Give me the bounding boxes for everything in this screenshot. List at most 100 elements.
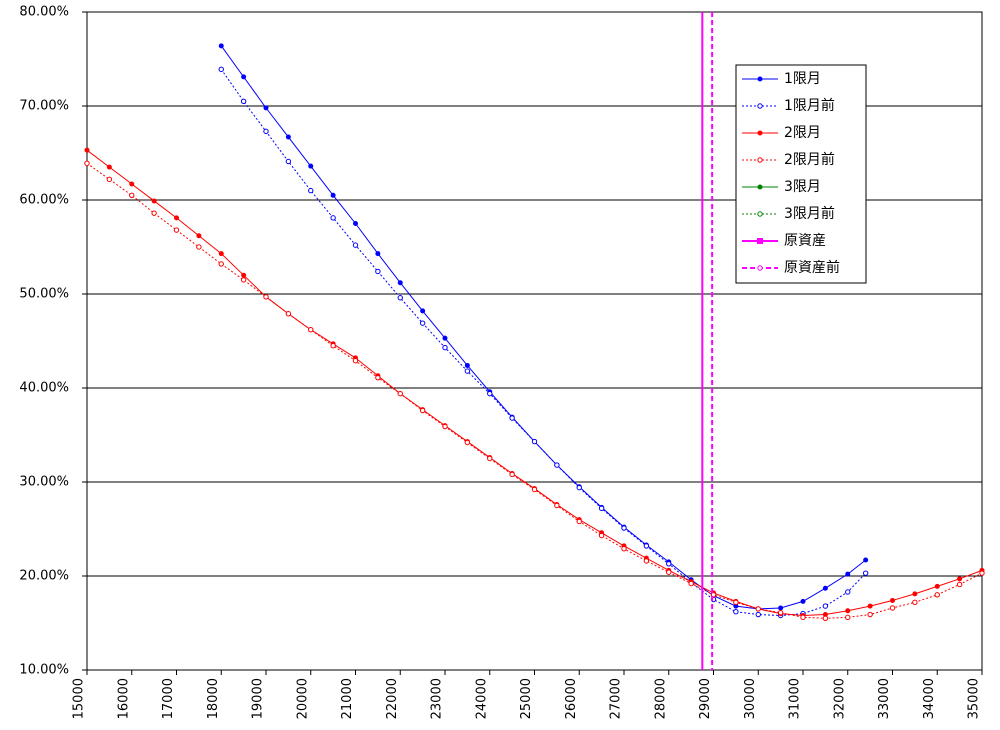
marker (845, 571, 851, 577)
x-tick-label: 31000 (788, 678, 803, 719)
marker (800, 614, 806, 621)
marker (822, 615, 829, 621)
marker (487, 455, 493, 462)
y-tick-label: 30.00% (19, 475, 69, 490)
x-tick-label: 18000 (206, 678, 221, 719)
x-tick-label: 25000 (519, 678, 534, 719)
legend-label: 2限月前 (784, 151, 835, 168)
marker (84, 147, 90, 153)
marker (957, 576, 963, 582)
marker (330, 343, 336, 349)
marker (419, 320, 426, 326)
series-line (220, 45, 866, 610)
marker (151, 198, 157, 204)
marker (912, 599, 918, 606)
marker (598, 532, 605, 539)
marker (778, 605, 784, 611)
x-tick-label: 21000 (340, 678, 355, 719)
marker (598, 505, 605, 512)
marker (757, 238, 763, 244)
marker (353, 221, 358, 226)
marker (643, 558, 650, 564)
marker (710, 592, 717, 598)
y-tick-label: 40.00% (19, 381, 69, 396)
marker (442, 423, 448, 430)
marker (308, 187, 314, 194)
marker (912, 591, 918, 597)
marker (956, 581, 963, 588)
marker (863, 557, 869, 563)
marker (419, 407, 426, 414)
marker (757, 211, 763, 217)
marker (531, 438, 538, 445)
x-tick-label: 34000 (922, 678, 937, 719)
x-tick-label: 29000 (698, 678, 713, 719)
legend-label: 1限月前 (784, 97, 835, 114)
marker (755, 606, 761, 612)
legend-label: 3限月前 (784, 205, 835, 222)
marker (442, 344, 448, 351)
marker (531, 486, 538, 493)
marker (867, 603, 873, 609)
marker (509, 415, 515, 421)
marker (173, 227, 180, 233)
legend-label: 2限月 (784, 125, 821, 141)
x-tick-label: 17000 (161, 678, 176, 719)
marker (330, 192, 336, 198)
marker (129, 181, 135, 187)
legend-label: 3限月 (784, 179, 821, 195)
marker (733, 609, 739, 615)
marker (889, 605, 896, 611)
marker (576, 518, 582, 525)
marker (822, 585, 828, 591)
x-tick-label: 16000 (116, 678, 131, 719)
y-tick-label: 60.00% (19, 193, 69, 208)
legend-label: 1限月 (784, 71, 821, 87)
legend-label: 原資産前 (784, 259, 840, 276)
marker (442, 335, 448, 341)
marker (240, 98, 247, 105)
marker (733, 599, 739, 606)
marker (688, 580, 694, 587)
marker (151, 210, 157, 216)
marker (196, 244, 202, 250)
marker (757, 130, 763, 136)
marker (397, 280, 403, 286)
x-tick-label: 33000 (877, 678, 892, 719)
marker (397, 390, 403, 397)
marker (979, 570, 985, 576)
marker (576, 484, 582, 491)
y-tick-label: 80.00% (19, 5, 69, 20)
marker (890, 597, 895, 603)
x-tick-label: 24000 (474, 678, 489, 719)
marker (375, 251, 381, 257)
marker (845, 589, 851, 595)
marker (845, 614, 851, 621)
marker (218, 43, 224, 49)
marker (862, 570, 869, 576)
x-tick-label: 30000 (743, 678, 758, 719)
x-tick-label: 28000 (653, 678, 668, 719)
x-tick-label: 15000 (72, 678, 87, 719)
legend-box (735, 64, 867, 284)
marker (867, 611, 873, 618)
marker (240, 277, 247, 283)
marker (554, 502, 560, 509)
y-tick-label: 20.00% (19, 569, 69, 584)
marker (129, 192, 135, 199)
marker (106, 176, 113, 183)
x-tick-label: 23000 (430, 678, 445, 719)
marker (218, 261, 224, 267)
marker (285, 311, 292, 317)
marker (487, 390, 493, 397)
marker (777, 609, 784, 616)
marker (822, 603, 829, 609)
marker (554, 462, 560, 468)
marker (757, 76, 763, 82)
marker (263, 128, 269, 135)
marker (464, 362, 470, 368)
marker (84, 160, 90, 167)
marker (263, 105, 269, 111)
